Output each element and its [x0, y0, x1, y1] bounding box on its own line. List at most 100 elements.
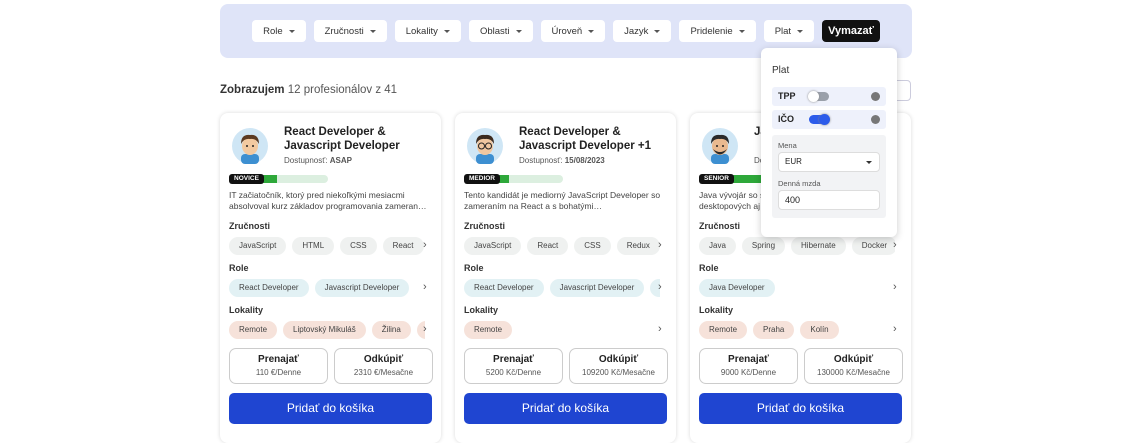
description: Tento kandidát je mediorný JavaScript De… [464, 190, 661, 211]
level-badge: SENIOR [699, 174, 734, 184]
chip: React [527, 237, 569, 255]
option-row[interactable]: IČO [772, 110, 886, 129]
scroll-chevron[interactable]: › [893, 281, 897, 293]
filter-button[interactable]: Role [252, 20, 306, 42]
option-row[interactable]: TPP [772, 87, 886, 106]
rent-price: Prenajať 9000 Kč/Denne [699, 348, 798, 384]
summary-rest: 12 profesionálov z 41 [287, 84, 398, 96]
chip: Bratislava [416, 321, 425, 339]
description: IT začiatočník, ktorý pred niekoľkými me… [229, 190, 427, 211]
info-icon[interactable] [871, 115, 880, 124]
chip: Praha [753, 321, 795, 339]
section-label: Role [229, 263, 249, 273]
chip: Remote [699, 321, 748, 339]
roles-chips: Java Developer [699, 279, 895, 297]
price-value: 2310 €/Mesačne [353, 368, 414, 377]
chip: Redux [616, 237, 660, 255]
result-summary: Zobrazujem 12 profesionálov z 41 [220, 84, 397, 96]
scroll-chevron[interactable]: › [658, 239, 662, 251]
availability: Dostupnosť: 15/08/2023 [519, 156, 605, 165]
availability-label: Dostupnosť: [519, 156, 563, 165]
chip: Java Developer [699, 279, 775, 297]
chip: Java [699, 237, 736, 255]
chip: React Developer [464, 279, 544, 297]
locations-chips: Remote Liptovský Mikuláš Žilina Bratislava [229, 321, 425, 339]
filter-button[interactable]: Jazyk [613, 20, 672, 42]
field-label: Mena [778, 141, 797, 150]
chip: Docker [851, 237, 895, 255]
buy-price: Odkúpiť 2310 €/Mesačne [334, 348, 433, 384]
avatar [467, 128, 503, 164]
price-label: Prenajať [493, 354, 534, 365]
filter-button[interactable]: Pridelenie [679, 20, 756, 42]
chip: CSS [574, 237, 611, 255]
locations-chips: Remote Praha Kolín [699, 321, 895, 339]
toggle[interactable] [808, 91, 829, 102]
info-icon[interactable] [871, 92, 880, 101]
chip: Remote [464, 321, 513, 339]
price-label: Prenajať [258, 354, 299, 365]
select-caret [866, 161, 872, 167]
section-label: Role [699, 263, 719, 273]
scroll-chevron[interactable]: › [658, 281, 662, 293]
scroll-chevron[interactable]: › [423, 323, 427, 335]
scroll-chevron[interactable]: › [658, 323, 662, 335]
chip: Spring [741, 237, 786, 255]
scroll-chevron[interactable]: › [893, 323, 897, 335]
salary-fields: Mena EUR Denná mzda 400 [772, 135, 886, 218]
availability-value: ASAP [329, 156, 352, 165]
filter-button[interactable]: Zručnosti [313, 20, 387, 42]
section-label: Zručnosti [699, 221, 741, 231]
buy-price: Odkúpiť 130000 Kč/Mesačne [804, 348, 903, 384]
summary-strong: Zobrazujem [220, 84, 285, 96]
chip: Hibernate [791, 237, 846, 255]
card-title: React Developer & Javascript Developer +… [519, 126, 652, 152]
price-label: Odkúpiť [363, 354, 404, 365]
rent-price: Prenajať 110 €/Denne [229, 348, 328, 384]
chip: Žilina [371, 321, 411, 339]
toggle-knob [808, 91, 819, 102]
price-value: 5200 Kč/Denne [485, 368, 542, 377]
avatar [702, 128, 738, 164]
availability-value: 15/08/2023 [564, 156, 605, 165]
level-badge: NOVICE [229, 174, 264, 184]
wage-input[interactable]: 400 [778, 190, 880, 210]
chip: React [382, 237, 424, 255]
card-title: React Developer & Javascript Developer [284, 126, 400, 152]
add-to-cart-button[interactable]: Pridať do košíka [699, 393, 902, 424]
section-label: Zručnosti [464, 221, 506, 231]
filter-button[interactable]: Plat [763, 20, 815, 42]
filter-button[interactable]: Úroveň [540, 20, 606, 42]
price-value: 9000 Kč/Denne [720, 368, 777, 377]
filter-button[interactable]: Lokality [394, 20, 461, 42]
skills-chips: JavaSpringHibernateDockerKotlin [699, 237, 895, 255]
filter-button[interactable]: Oblasti [468, 20, 533, 42]
chip: Remote [229, 321, 278, 339]
field-label: Denná mzda [778, 179, 821, 188]
clear-button[interactable]: Vymazať [822, 20, 880, 42]
chip: CSS [340, 237, 377, 255]
avatar [232, 128, 268, 164]
chip: Kolín [800, 321, 839, 339]
price-label: Odkúpiť [598, 354, 639, 365]
chip: Javascript Developer [549, 279, 645, 297]
add-to-cart-button[interactable]: Pridať do košíka [229, 393, 432, 424]
toggle[interactable] [809, 114, 830, 125]
rent-price: Prenajať 5200 Kč/Denne [464, 348, 563, 384]
scroll-chevron[interactable]: › [423, 239, 427, 251]
scroll-chevron[interactable]: › [423, 281, 427, 293]
add-to-cart-button[interactable]: Pridať do košíka [464, 393, 667, 424]
skills-chips: JavaScriptReactCSSReduxSass [464, 237, 660, 255]
section-label: Lokality [699, 305, 734, 315]
locations-chips: Remote [464, 321, 660, 339]
filter-bar: Role Zručnosti Lokality Oblasti Úroveň Jazyk P… [220, 4, 912, 58]
roles-chips: React Developer Javascript Developer React… [464, 279, 660, 297]
toggle-knob [819, 114, 830, 125]
section-label: Zručnosti [229, 221, 271, 231]
option-label: TPP [778, 91, 796, 101]
level-badge: MEDIOR [464, 174, 500, 184]
chip: Liptovský Mikuláš [283, 321, 366, 339]
availability-label: Dostupnosť: [284, 156, 328, 165]
scroll-chevron[interactable]: › [893, 239, 897, 251]
currency-select[interactable]: EUR [778, 152, 880, 172]
